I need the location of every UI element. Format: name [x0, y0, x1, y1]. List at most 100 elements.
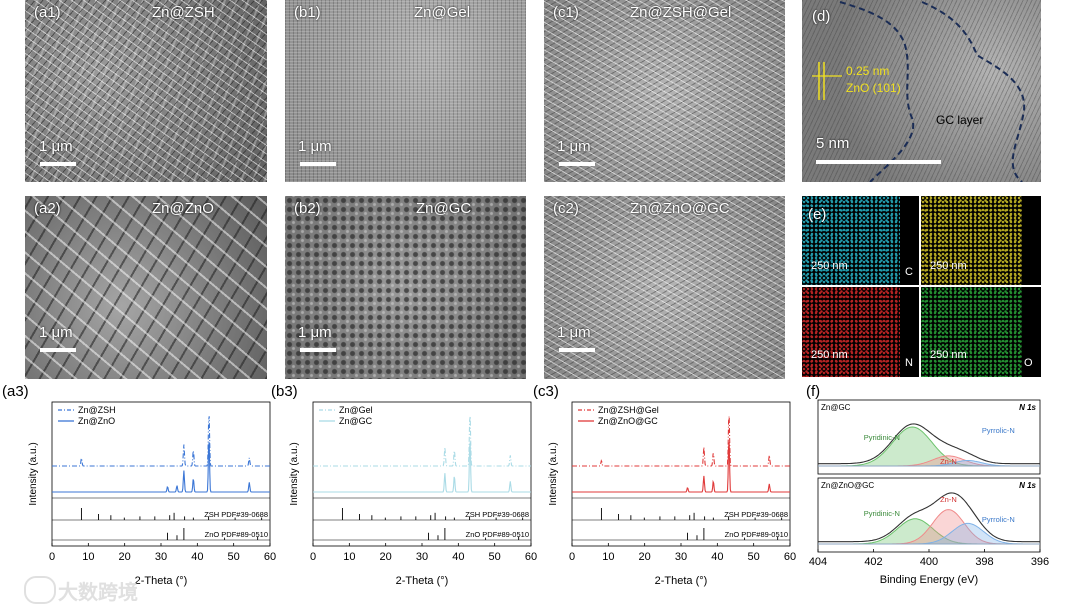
sem-image-a1: [25, 0, 267, 182]
x-tick-label: 30: [416, 551, 428, 563]
xps-tag-1: N 1s: [1019, 481, 1036, 490]
x-tick-label: 0: [569, 551, 575, 563]
x-axis-label: 2-Theta (°): [655, 575, 708, 587]
xps-label-2: Pyrrolic-N: [982, 515, 1015, 524]
sem-panel-a2: (a2) Zn@ZnO 1 μm: [25, 196, 267, 379]
panel-name-a1: Zn@ZSH: [152, 4, 215, 21]
xps-label-1: Zn-N: [940, 495, 957, 504]
eds-map-c-signal: [802, 196, 901, 285]
xps-envelope: [818, 423, 1040, 465]
ref-label-0: ZSH PDF#39-0688: [465, 510, 529, 519]
scale-label-b1: 1 μm: [298, 138, 332, 155]
panel-name-b2: Zn@GC: [416, 200, 472, 217]
x-tick-label: 30: [155, 551, 167, 563]
eds-scale-zn: 250 nm: [930, 260, 967, 272]
x-tick-label: 10: [82, 551, 94, 563]
series-line-1: [52, 442, 270, 493]
panel-label-c1: (c1): [553, 4, 579, 21]
y-axis-label: Intensity (a.u.): [548, 442, 559, 505]
gc-layer-label: GC layer: [936, 113, 984, 127]
x-tick-label: 0: [49, 551, 55, 563]
x-tick-label: 30: [675, 551, 687, 563]
y-axis-label: Intensity (a.u.): [289, 442, 300, 505]
panel-name-a2: Zn@ZnO: [152, 200, 214, 217]
x-tick-label: 0: [310, 551, 316, 563]
eds-map-o-signal: [921, 287, 1022, 377]
panel-label-c2: (c2): [553, 200, 579, 217]
eds-map-o: 250 nm O: [921, 287, 1041, 377]
legend-label-1: Zn@ZnO@GC: [598, 416, 658, 426]
sem-image-c1: [544, 0, 785, 182]
tem-panel-d: (d) 0.25 nm ZnO (101) GC layer 5 nm: [802, 0, 1041, 182]
eds-map-zn-signal: [921, 196, 1022, 285]
scale-bar-c1: [559, 162, 595, 166]
ref-label-1: ZnO PDF#89-0510: [466, 530, 529, 539]
xps-title-1: Zn@ZnO@GC: [821, 481, 874, 490]
panel-label-c3: (c3): [533, 383, 559, 400]
xrd-chart-a3: Intensity (a.u.) 2-Theta (°) 0 10 20 30 40 50 60…: [28, 401, 276, 587]
xps-label-0: Pyridinic-N: [864, 433, 900, 442]
x-axis-label: Binding Energy (eV): [880, 574, 978, 586]
x-axis-label: 2-Theta (°): [396, 575, 449, 587]
x-tick-label: 50: [748, 551, 760, 563]
panel-name-c1: Zn@ZSH@Gel: [630, 4, 732, 21]
panel-label-f: (f): [806, 383, 821, 400]
xps-label-0: Pyridinic-N: [864, 509, 900, 518]
eds-element-n: N: [905, 357, 913, 369]
watermark-logo-icon: [24, 576, 56, 604]
legend-label-1: Zn@GC: [339, 416, 373, 426]
gc-boundary-right: [921, 1, 1026, 182]
eds-map-zn: 250 nm: [921, 196, 1041, 285]
series-line-1: [572, 442, 790, 493]
panel-label-a1: (a1): [34, 4, 61, 21]
scale-bar-a2: [40, 348, 76, 352]
ref-label-1: ZnO PDF#89-0510: [725, 530, 788, 539]
panel-label-b3: (b3): [271, 383, 298, 400]
series-line-0: [52, 416, 270, 467]
scale-label-a2: 1 μm: [39, 324, 73, 341]
gc-boundary-left: [839, 1, 915, 182]
tem-overlay: [812, 1, 1026, 182]
tem-image: [802, 0, 1041, 182]
eds-element-c: C: [905, 266, 913, 278]
x-tick-label: 402: [864, 556, 882, 568]
ref-label-0: ZSH PDF#39-0688: [724, 510, 788, 519]
series-line-1: [313, 442, 531, 493]
eds-scale-o: 250 nm: [930, 349, 967, 361]
xps-envelope: [818, 492, 1040, 543]
xps-tag-0: N 1s: [1019, 403, 1036, 412]
ref-label-1: ZnO PDF#89-0510: [205, 530, 268, 539]
xps-title-0: Zn@GC: [821, 403, 851, 412]
d-spacing-label: 0.25 nm: [846, 64, 890, 78]
x-tick-label: 50: [228, 551, 240, 563]
legend-label-1: Zn@ZnO: [78, 416, 115, 426]
x-tick-label: 60: [525, 551, 537, 563]
x-tick-label: 40: [711, 551, 723, 563]
panel-label-d: (d): [812, 8, 831, 25]
x-tick-label: 20: [119, 551, 131, 563]
series-line-0: [572, 416, 790, 467]
xrd-chart-c3: Intensity (a.u.) 2-Theta (°) 0 10 20 30 40 50 60…: [548, 401, 796, 587]
eds-map-n: 250 nm N: [802, 287, 919, 377]
xps-label-1: Zn-N: [940, 457, 957, 466]
sem-panel-b2: (b2) Zn@GC 1 μm: [285, 196, 526, 379]
eds-element-o: O: [1024, 357, 1033, 369]
panel-label-b2: (b2): [294, 200, 321, 217]
scale-label-c2: 1 μm: [557, 324, 591, 341]
xrd-chart-b3: Intensity (a.u.) 2-Theta (°) 0 10 20 30 40 50 60…: [289, 401, 537, 587]
scale-label-c1: 1 μm: [557, 138, 591, 155]
xps-chart-f: Zn@GC N 1s Pyridinic-N Zn-N Pyrrolic-N Zn@ZnO…: [809, 399, 1049, 586]
xps-label-2: Pyrrolic-N: [982, 426, 1015, 435]
ref-label-0: ZSH PDF#39-0688: [204, 510, 268, 519]
x-tick-label: 40: [452, 551, 464, 563]
sem-panel-a1: (a1) Zn@ZSH 1 μm: [25, 0, 267, 182]
watermark: 大数跨境: [58, 580, 138, 604]
x-tick-label: 20: [380, 551, 392, 563]
panel-name-c2: Zn@ZnO@GC: [630, 200, 730, 217]
x-tick-label: 10: [343, 551, 355, 563]
panel-label-a3: (a3): [2, 383, 29, 400]
panel-label-b1: (b1): [294, 4, 321, 21]
sem-image-b1: [285, 0, 526, 182]
panel-label-e: (e): [808, 206, 827, 223]
panel-label-a2: (a2): [34, 200, 61, 217]
